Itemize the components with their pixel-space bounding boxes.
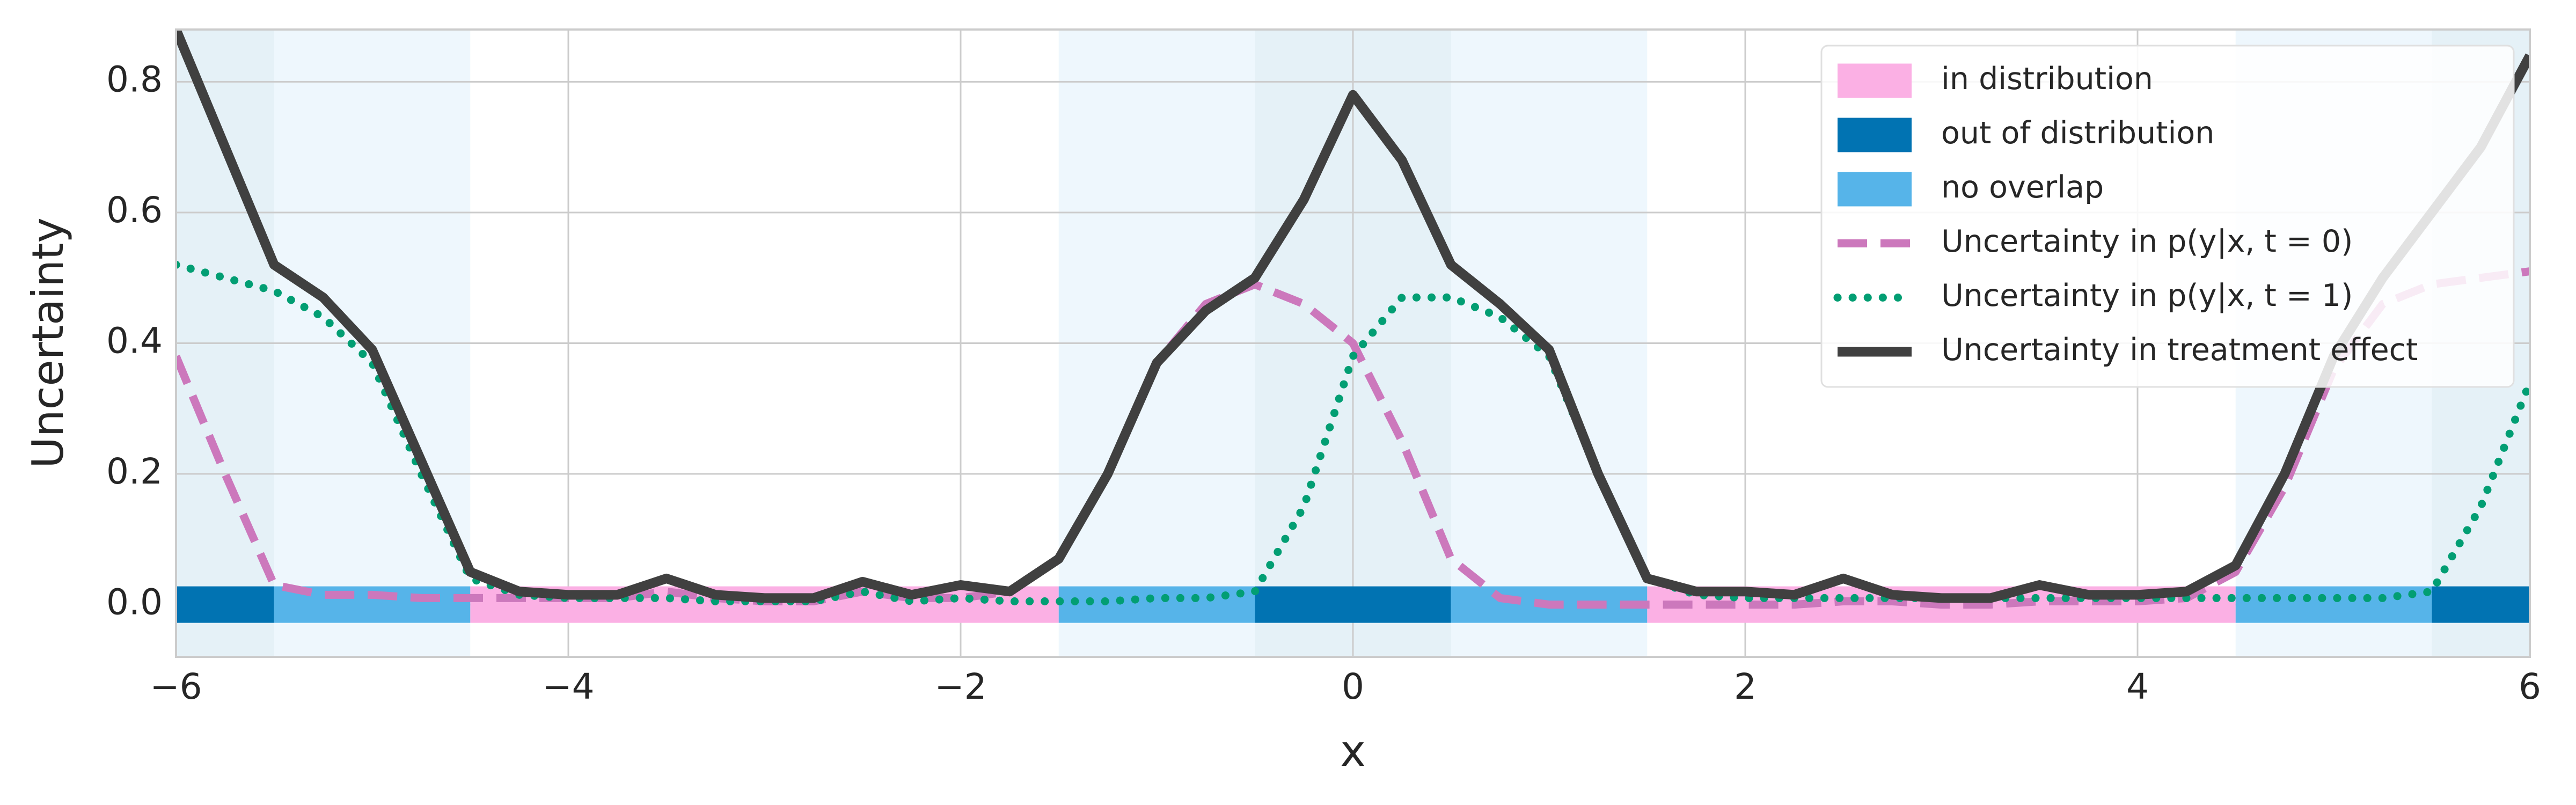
legend-swatch [1838, 63, 1912, 98]
x-tick-label: −2 [934, 666, 986, 707]
y-tick-label: 0.8 [106, 58, 163, 100]
y-tick-label: 0.0 [106, 582, 163, 623]
x-axis-label: x [1340, 726, 1365, 776]
legend-box [1820, 45, 2515, 388]
series-line [176, 30, 2530, 603]
legend-label: out of distribution [1941, 115, 2214, 151]
x-tick-label: −4 [542, 666, 594, 707]
y-tick-label: 0.4 [106, 320, 163, 362]
x-tick-label: 2 [1734, 666, 1757, 707]
x-tick-label: −6 [150, 666, 202, 707]
legend-label: in distribution [1941, 61, 2153, 97]
y-tick-label: 0.2 [106, 451, 163, 492]
region-bar [176, 586, 274, 623]
region-bar [1255, 586, 1451, 623]
legend-label: Uncertainty in p(y|x, t = 0) [1941, 224, 2353, 259]
legend-swatch [1838, 118, 1912, 152]
plot-frame [175, 28, 2531, 658]
y-axis-label: Uncertainty [23, 217, 73, 468]
legend-label: no overlap [1941, 170, 2104, 205]
legend-label: Uncertainty in p(y|x, t = 1) [1941, 278, 2353, 313]
y-tick-label: 0.6 [106, 189, 163, 231]
x-tick-label: 0 [1342, 666, 1364, 707]
x-tick-label: 6 [2519, 666, 2541, 707]
region-bar [2432, 586, 2530, 623]
legend-swatch [1838, 172, 1912, 207]
legend-label: Uncertainty in treatment effect [1941, 332, 2418, 368]
x-tick-label: 4 [2126, 666, 2149, 707]
region-bar [2235, 586, 2432, 623]
